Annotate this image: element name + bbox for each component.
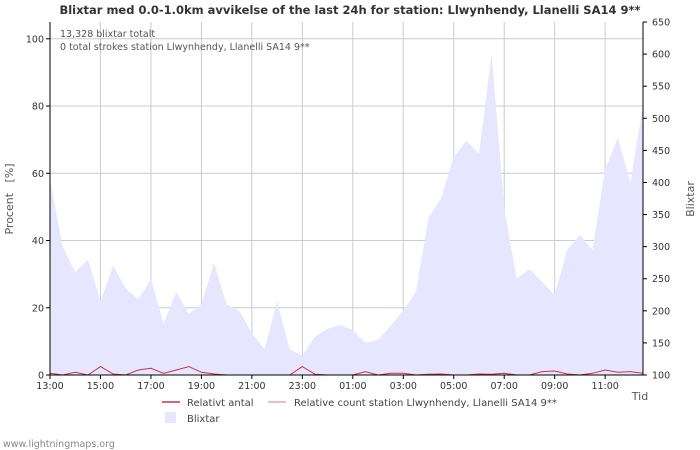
area-series-layer (50, 54, 643, 375)
y-axis-right-label: Blixtar (684, 181, 697, 217)
x-tick-label: 07:00 (491, 381, 518, 392)
y-tick-label-left: 60 (32, 169, 44, 180)
x-tick-label: 15:00 (87, 381, 114, 392)
x-tick-label: 21:00 (238, 381, 265, 392)
legend-swatch-blixtar (165, 412, 176, 423)
y-tick-label-right: 300 (652, 242, 670, 253)
x-tick-label: 09:00 (541, 381, 568, 392)
x-tick-label: 01:00 (339, 381, 366, 392)
y-tick-label-right: 200 (652, 306, 670, 317)
grid (50, 22, 643, 375)
x-tick-label: 19:00 (188, 381, 215, 392)
y-axis-left-label: Procent [%] (3, 163, 16, 234)
y-tick-label-right: 350 (652, 210, 670, 221)
y-tick-label-right: 550 (652, 82, 670, 93)
y-tick-label-left: 80 (32, 102, 44, 113)
y-tick-label-left: 100 (26, 34, 44, 45)
y-tick-label-left: 40 (32, 236, 44, 247)
y-tick-label-right: 650 (652, 18, 670, 29)
x-tick-label: 11:00 (591, 381, 618, 392)
x-axis-label: Tid (631, 390, 648, 403)
source-footer[interactable]: www.lightningmaps.org (3, 439, 115, 450)
x-tick-label: 03:00 (390, 381, 417, 392)
legend-label-relativt-antal: Relativt antal (187, 398, 254, 409)
legend: Relativt antal Relative count station Ll… (162, 398, 557, 425)
y-tick-label-left: 20 (32, 303, 44, 314)
x-tick-label: 13:00 (36, 381, 63, 392)
y-tick-label-right: 450 (652, 146, 670, 157)
y-tick-label-right: 150 (652, 338, 670, 349)
x-tick-label: 05:00 (440, 381, 467, 392)
tick-labels: 0 20 40 60 80 100 100 150 200 250 300 350 400 450 500 5… (26, 18, 670, 393)
y-tick-label-right: 400 (652, 178, 670, 189)
y-tick-label-right: 500 (652, 114, 670, 125)
x-tick-label: 23:00 (289, 381, 316, 392)
y-tick-label-right: 100 (652, 371, 670, 382)
x-tick-label: 17:00 (137, 381, 164, 392)
legend-label-relative-count-station: Relative count station Llwynhendy, Llane… (294, 398, 557, 409)
info-total-strokes: 13,328 blixtar totalt (60, 29, 155, 40)
chart-title: Blixtar med 0.0-1.0km avvikelse of the l… (59, 3, 640, 17)
legend-label-blixtar: Blixtar (187, 414, 220, 425)
info-station-strokes: 0 total strokes station Llwynhendy, Llan… (60, 42, 310, 53)
series-area-blixtar (50, 54, 643, 375)
y-tick-label-left: 0 (38, 371, 44, 382)
y-tick-label-right: 600 (652, 50, 670, 61)
y-tick-label-right: 250 (652, 274, 670, 285)
axes (49, 22, 644, 376)
